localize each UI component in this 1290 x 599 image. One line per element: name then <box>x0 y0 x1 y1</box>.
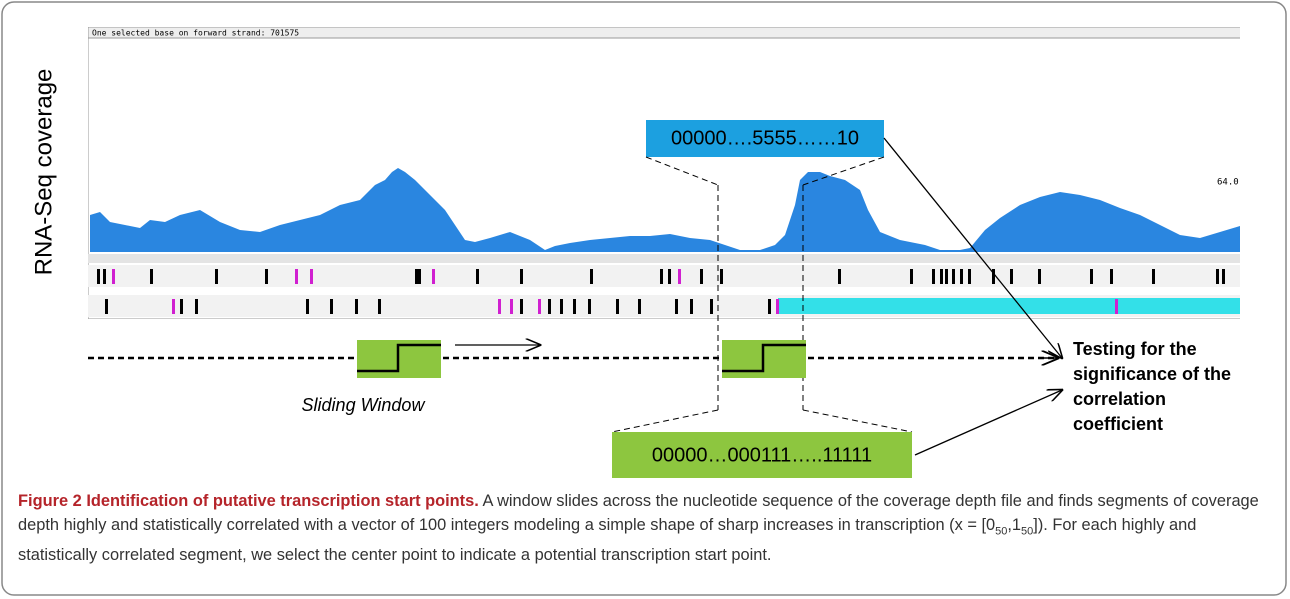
test-label-line: correlation <box>1073 389 1166 409</box>
y-axis-label: RNA-Seq coverage <box>30 69 57 276</box>
read-tick <box>150 269 153 284</box>
read-tick <box>710 299 713 314</box>
read-tick <box>838 269 841 284</box>
read-tick <box>1038 269 1041 284</box>
figure: One selected base on forward strand: 701… <box>0 0 1290 599</box>
read-tick <box>520 299 523 314</box>
read-tick <box>960 269 963 284</box>
read-tick <box>1010 269 1013 284</box>
coverage-vector: 00000….5555……10 <box>671 127 859 149</box>
read-tick <box>668 269 671 284</box>
read-tick <box>265 269 268 284</box>
read-tick <box>548 299 551 314</box>
caption-subscript: 50 <box>1021 525 1033 537</box>
read-tick <box>418 269 421 284</box>
window-vector: 00000…000111…..11111 <box>652 444 872 466</box>
caption-subscript: 50 <box>995 525 1007 537</box>
read-tick <box>215 269 218 284</box>
window-label: Sliding Window <box>302 395 426 415</box>
read-tick <box>700 269 703 284</box>
caption-text: ,1 <box>1007 516 1021 534</box>
read-tick <box>172 299 175 314</box>
track-header <box>88 254 1248 263</box>
test-label-line: coefficient <box>1073 414 1163 434</box>
read-tick <box>720 269 723 284</box>
test-label-line: significance of the <box>1073 364 1231 384</box>
read-tick <box>306 299 309 314</box>
read-tick <box>768 299 771 314</box>
read-tick <box>940 269 943 284</box>
read-tick <box>105 299 108 314</box>
feature-bar <box>778 298 1248 314</box>
read-tick <box>1110 269 1113 284</box>
test-label-line: Testing for the <box>1073 339 1197 359</box>
read-tick <box>103 269 106 284</box>
read-tick <box>910 269 913 284</box>
read-tick <box>195 299 198 314</box>
read-tick <box>660 269 663 284</box>
read-tick <box>932 269 935 284</box>
read-tick <box>638 299 641 314</box>
scale-label: 64.0 <box>1217 178 1239 188</box>
read-tick <box>945 269 948 284</box>
read-tick <box>776 299 779 314</box>
read-tick <box>1115 299 1118 314</box>
read-tick <box>432 269 435 284</box>
read-tick <box>968 269 971 284</box>
read-tick <box>1222 269 1225 284</box>
read-tick <box>1216 269 1219 284</box>
read-tick <box>498 299 501 314</box>
read-tick <box>538 299 541 314</box>
test-label: Testing for the significance of the corr… <box>1073 339 1231 434</box>
read-tick <box>112 269 115 284</box>
read-tick <box>1152 269 1155 284</box>
read-tick <box>590 269 593 284</box>
read-tick <box>510 299 513 314</box>
caption-title: Identification of putative transcription… <box>86 492 479 510</box>
screenshot: One selected base on forward strand: 701… <box>88 27 1248 319</box>
read-tick <box>97 269 100 284</box>
read-tick <box>560 299 563 314</box>
read-tick <box>415 269 418 284</box>
read-tick <box>1090 269 1093 284</box>
read-tick <box>330 299 333 314</box>
read-tick <box>616 299 619 314</box>
read-tick <box>355 299 358 314</box>
read-tick <box>180 299 183 314</box>
read-tick <box>295 269 298 284</box>
read-tick <box>573 299 576 314</box>
read-tick <box>678 269 681 284</box>
read-tick <box>588 299 591 314</box>
read-tick <box>476 269 479 284</box>
read-tick <box>520 269 523 284</box>
arrow <box>915 390 1062 455</box>
read-tick <box>675 299 678 314</box>
read-tick <box>378 299 381 314</box>
read-tick <box>690 299 693 314</box>
caption: Figure 2 Identification of putative tran… <box>18 489 1273 567</box>
read-tick <box>952 269 955 284</box>
read-tick <box>310 269 313 284</box>
status-text: One selected base on forward strand: 701… <box>92 29 299 38</box>
caption-label: Figure 2 <box>18 492 82 510</box>
